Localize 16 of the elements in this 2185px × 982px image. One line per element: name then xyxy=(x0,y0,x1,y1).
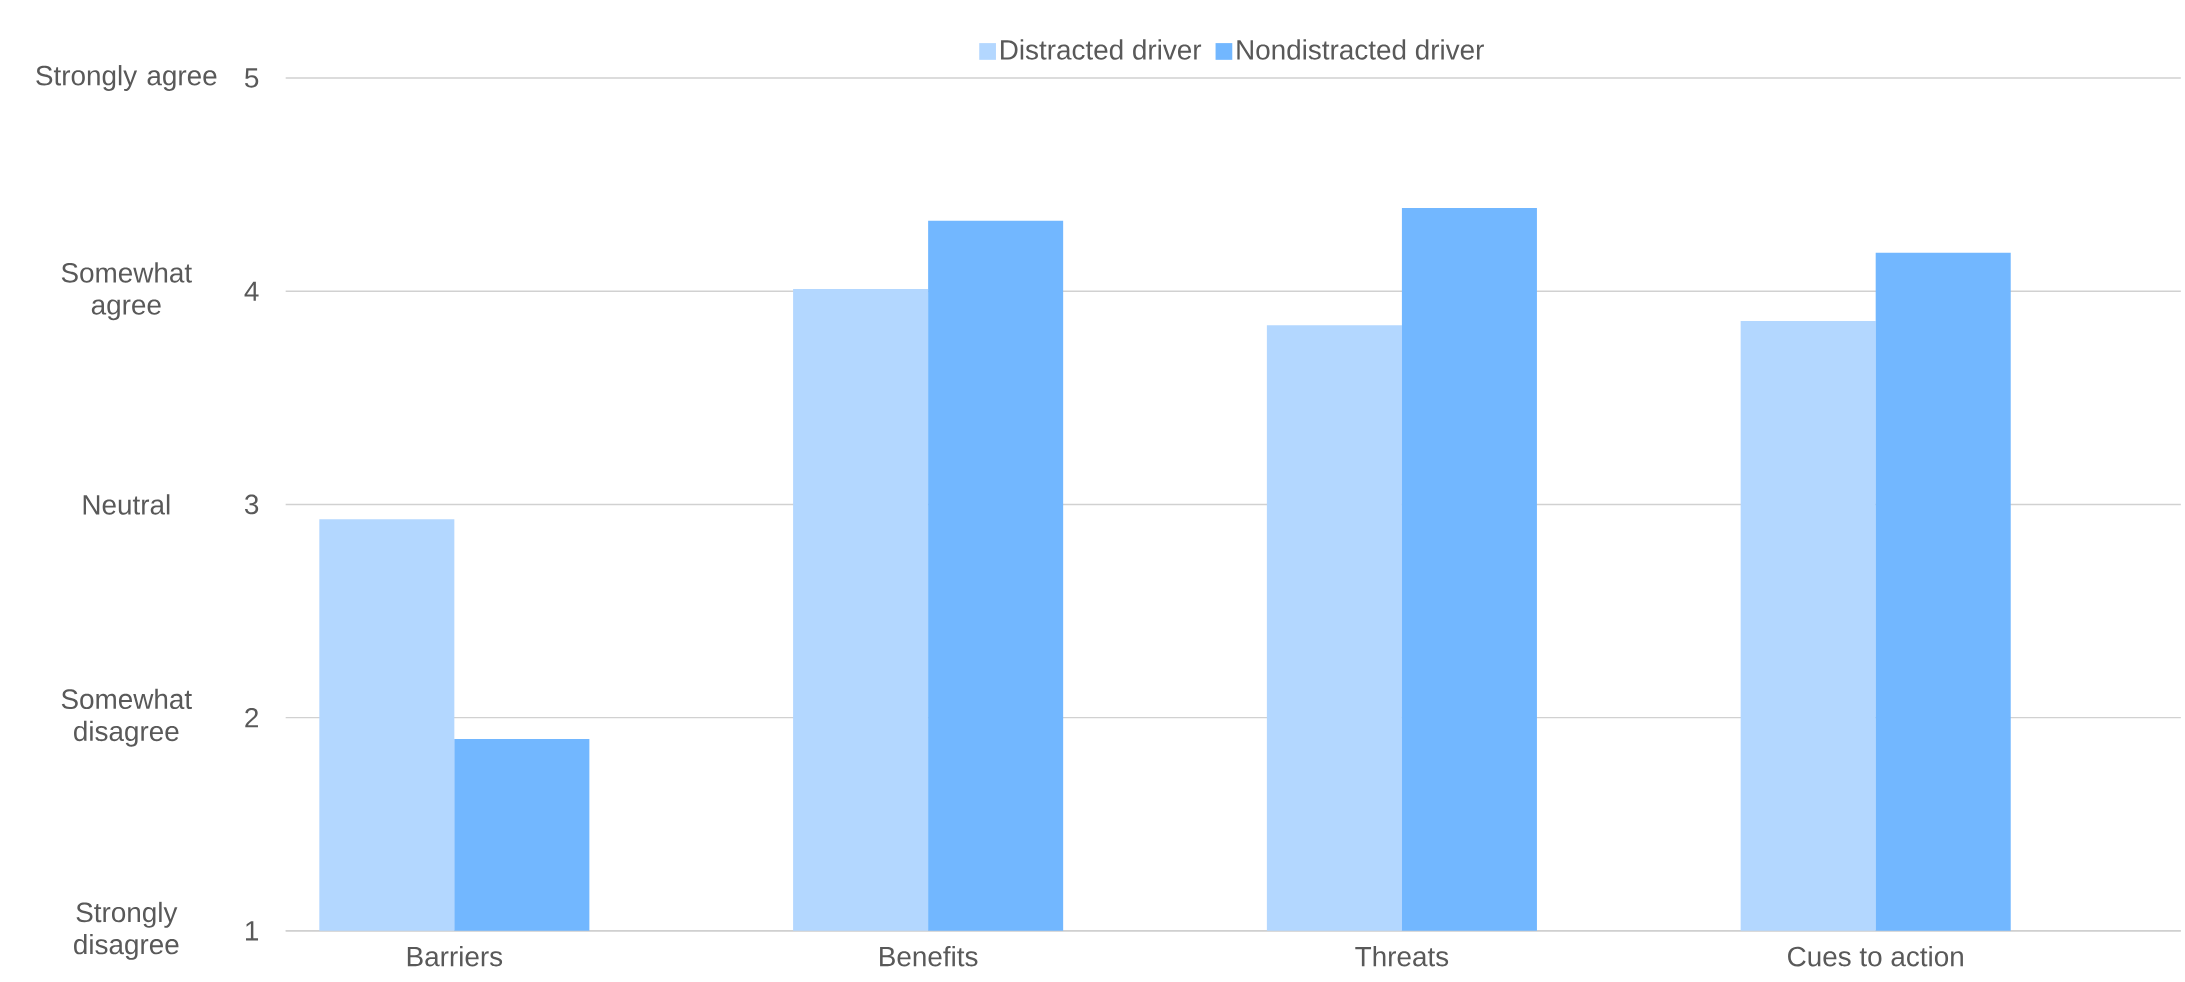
y-tick-label: 5 xyxy=(245,68,259,88)
y-tick-label: 1 xyxy=(246,921,259,941)
y-tick-label: 4 xyxy=(244,281,259,301)
x-tick-label: Cues to action xyxy=(1788,945,1963,967)
legend-label: Distracted driver xyxy=(1001,39,1202,60)
y-tick-label: 2 xyxy=(245,707,258,728)
text: Somewhat agree xyxy=(61,262,192,321)
x-tick-label: Threats xyxy=(1355,945,1449,967)
x-tick-label: Barriers xyxy=(407,945,503,967)
x-tick-label: Benefits xyxy=(880,945,978,967)
y-tick-label: 3 xyxy=(244,494,259,515)
text: Strongly disagree xyxy=(74,901,179,960)
legend-label: Nondistracted driver xyxy=(1237,39,1484,60)
text: Somewhat disagree xyxy=(61,688,192,747)
text: Neutral xyxy=(83,494,170,515)
text: Strongly agree xyxy=(36,64,217,91)
